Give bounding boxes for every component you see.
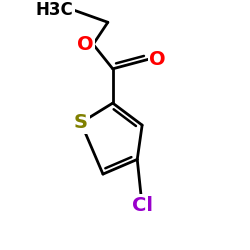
Text: H3C: H3C [36,1,74,19]
Text: Cl: Cl [132,196,153,216]
Text: O: O [150,50,166,68]
Text: S: S [74,113,88,132]
Text: O: O [76,35,93,54]
